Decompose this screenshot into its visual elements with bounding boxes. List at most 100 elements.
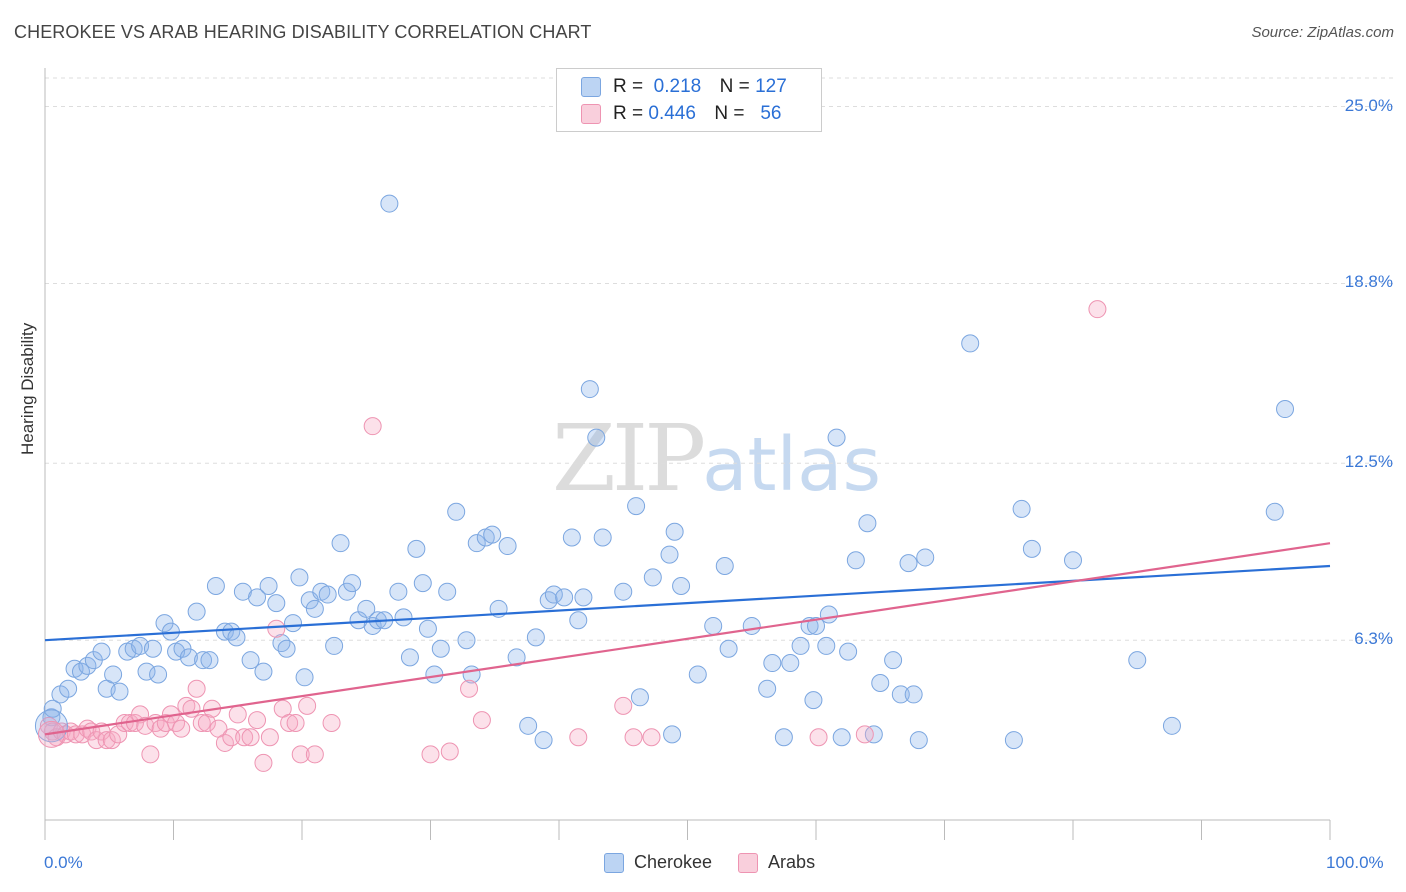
point-arabs bbox=[280, 713, 299, 732]
point-cherokee bbox=[337, 582, 356, 601]
point-cherokee bbox=[574, 588, 593, 607]
legend-n-value: 56 bbox=[760, 103, 782, 124]
point-cherokee bbox=[614, 582, 633, 601]
legend-swatch-arabs bbox=[581, 104, 601, 124]
point-cherokee bbox=[819, 605, 838, 624]
point-cherokee bbox=[660, 545, 679, 564]
point-cherokee bbox=[1276, 400, 1295, 419]
series-legend-cherokee[interactable]: Cherokee bbox=[604, 852, 712, 873]
point-arabs bbox=[286, 713, 305, 732]
x-tick-label-max: 100.0% bbox=[1326, 853, 1384, 872]
point-arabs bbox=[87, 731, 106, 750]
point-cherokee bbox=[758, 679, 777, 698]
y-axis-title: Hearing Disability bbox=[18, 322, 37, 455]
point-arabs bbox=[624, 728, 643, 747]
point-arabs bbox=[241, 728, 260, 747]
chart-title: CHEROKEE VS ARAB HEARING DISABILITY CORR… bbox=[14, 22, 592, 42]
point-cherokee bbox=[715, 557, 734, 576]
point-cherokee bbox=[194, 651, 213, 670]
point-cherokee bbox=[407, 539, 426, 558]
series-legend-arabs[interactable]: Arabs bbox=[738, 852, 815, 873]
point-cherokee bbox=[149, 665, 168, 684]
point-cherokee bbox=[630, 688, 649, 707]
series-label-cherokee: Cherokee bbox=[634, 852, 713, 872]
point-cherokee bbox=[839, 642, 858, 661]
point-cherokee bbox=[325, 636, 344, 655]
legend-row-arabs: R = 0.446 N = 56 bbox=[581, 102, 781, 126]
point-cherokee bbox=[534, 731, 553, 750]
point-cherokee bbox=[665, 522, 684, 541]
point-arabs bbox=[267, 619, 286, 638]
point-cherokee bbox=[483, 525, 502, 544]
point-cherokee bbox=[227, 628, 246, 647]
point-arabs bbox=[228, 705, 247, 724]
point-cherokee bbox=[380, 194, 399, 213]
point-cherokee bbox=[555, 588, 574, 607]
point-arabs bbox=[642, 728, 661, 747]
point-cherokee bbox=[1022, 539, 1041, 558]
point-cherokee bbox=[200, 651, 219, 670]
point-arabs bbox=[248, 711, 267, 730]
legend-r-value: 0.446 bbox=[648, 103, 696, 124]
point-cherokee bbox=[827, 428, 846, 447]
point-cherokee bbox=[290, 568, 309, 587]
point-arabs bbox=[182, 699, 201, 718]
point-cherokee bbox=[343, 574, 362, 593]
y-tick-label: 18.8% bbox=[1344, 272, 1393, 292]
point-cherokee bbox=[413, 574, 432, 593]
x-tick-label-min: 0.0% bbox=[44, 853, 83, 872]
point-cherokee bbox=[418, 619, 437, 638]
point-cherokee bbox=[904, 685, 923, 704]
point-cherokee bbox=[241, 651, 260, 670]
point-arabs bbox=[222, 728, 241, 747]
point-cherokee bbox=[539, 591, 558, 610]
series-label-arabs: Arabs bbox=[768, 852, 816, 872]
point-cherokee bbox=[562, 528, 581, 547]
point-cherokee bbox=[248, 588, 267, 607]
source-label: Source: ZipAtlas.com bbox=[1251, 24, 1394, 41]
trend-line-cherokee bbox=[44, 564, 1331, 642]
point-arabs bbox=[97, 731, 116, 750]
point-cherokee bbox=[791, 636, 810, 655]
point-cherokee bbox=[526, 628, 545, 647]
legend-n-value: 127 bbox=[755, 76, 787, 97]
point-cherokee bbox=[137, 662, 156, 681]
point-arabs bbox=[614, 696, 633, 715]
point-cherokee bbox=[206, 576, 225, 595]
point-arabs bbox=[291, 745, 310, 764]
series-legend: Cherokee Arabs bbox=[604, 852, 841, 873]
y-tick-label: 12.5% bbox=[1344, 452, 1393, 472]
point-cherokee bbox=[1012, 499, 1031, 518]
legend-r-label: R = bbox=[613, 103, 644, 124]
point-arabs bbox=[305, 745, 324, 764]
point-cherokee bbox=[284, 614, 303, 633]
point-cherokee bbox=[663, 725, 682, 744]
point-cherokee bbox=[498, 537, 517, 556]
point-cherokee bbox=[719, 639, 738, 658]
point-arabs bbox=[569, 728, 588, 747]
point-cherokee bbox=[846, 551, 865, 570]
point-cherokee bbox=[447, 502, 466, 521]
point-cherokee bbox=[704, 616, 723, 635]
point-arabs bbox=[322, 713, 341, 732]
point-cherokee bbox=[832, 728, 851, 747]
point-cherokee bbox=[295, 668, 314, 687]
point-arabs bbox=[254, 753, 273, 772]
point-cherokee bbox=[774, 728, 793, 747]
y-tick-label: 6.3% bbox=[1354, 629, 1393, 649]
point-cherokee bbox=[318, 585, 337, 604]
point-cherokee bbox=[593, 528, 612, 547]
point-cherokee bbox=[1064, 551, 1082, 570]
series-swatch-arabs bbox=[738, 852, 759, 873]
point-arabs bbox=[1088, 300, 1107, 319]
point-arabs bbox=[298, 696, 317, 715]
point-cherokee bbox=[781, 654, 800, 673]
point-cherokee bbox=[272, 634, 291, 653]
correlation-legend: R = 0.218 N = 127 R = 0.446 N = 56 bbox=[556, 68, 822, 132]
watermark: ZIPatlas bbox=[552, 405, 881, 512]
point-cherokee bbox=[807, 616, 825, 635]
point-cherokee bbox=[254, 662, 273, 681]
point-cherokee bbox=[143, 639, 162, 658]
point-cherokee bbox=[431, 639, 450, 658]
